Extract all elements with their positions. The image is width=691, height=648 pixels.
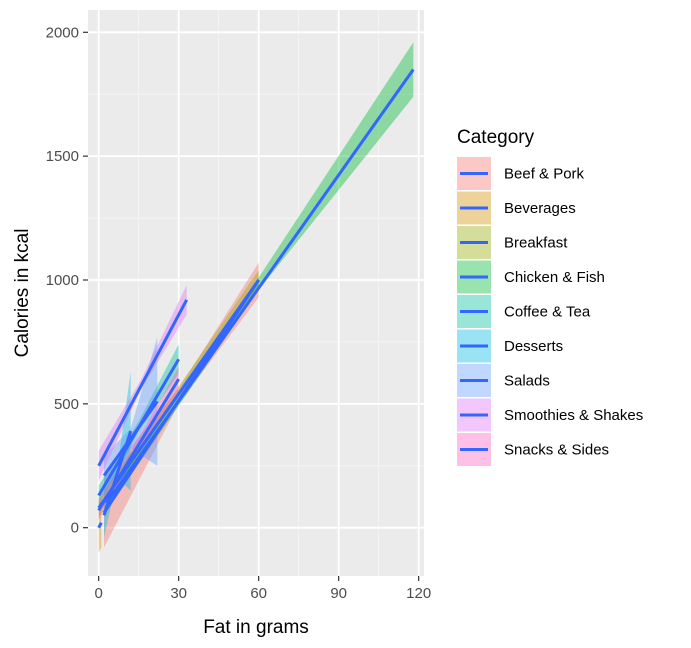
y-tick-label: 2000	[46, 24, 79, 41]
y-axis: 0 500 1000 1500 2000	[46, 24, 88, 537]
grid-minor	[88, 10, 424, 576]
legend-breakfast-label: Breakfast	[504, 235, 568, 252]
series-lines	[97, 68, 415, 529]
legend-desserts-label: Desserts	[504, 338, 563, 355]
y-tick-label: 1000	[46, 272, 79, 289]
x-tick-label: 60	[250, 585, 267, 602]
y-tick-label: 0	[71, 520, 79, 537]
x-tick-label: 30	[170, 585, 187, 602]
grid-major	[88, 10, 424, 576]
legend-beverages-label: Beverages	[504, 200, 576, 217]
fit-line-beverages	[97, 522, 103, 529]
fit-line-salads	[102, 400, 159, 477]
legend-salads-label: Salads	[504, 373, 550, 390]
fit-line-chicken-fish	[105, 68, 415, 504]
legend-coffee-tea-label: Coffee & Tea	[504, 304, 591, 321]
legend-snacks-sides-label: Snacks & Sides	[504, 442, 609, 459]
fit-line-snacks-sides	[97, 378, 180, 512]
y-tick-label: 500	[54, 396, 79, 413]
x-axis: 0 30 60 90 120	[94, 576, 431, 602]
x-tick-label: 0	[94, 585, 102, 602]
y-axis-title: Calories in kcal	[12, 229, 33, 358]
x-axis-title: Fat in grams	[203, 617, 309, 638]
fit-line-breakfast	[97, 279, 260, 509]
legend: Category Beef & Pork Beverages Breakfast Ch…	[457, 127, 643, 466]
legend-smoothies-shakes-label: Smoothies & Shakes	[504, 407, 643, 424]
legend-title: Category	[457, 127, 535, 148]
y-tick-label: 1500	[46, 148, 79, 165]
legend-beef-pork-label: Beef & Pork	[504, 166, 585, 183]
x-tick-label: 120	[406, 585, 431, 602]
legend-chicken-fish-label: Chicken & Fish	[504, 269, 605, 286]
fit-line-smoothies-shakes	[97, 299, 188, 467]
x-tick-label: 90	[330, 585, 347, 602]
